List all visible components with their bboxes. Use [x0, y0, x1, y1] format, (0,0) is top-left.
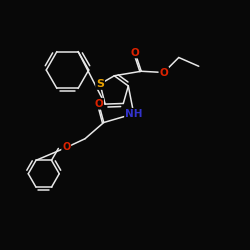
- Text: O: O: [94, 99, 103, 109]
- Text: O: O: [160, 68, 168, 78]
- Text: O: O: [130, 48, 140, 58]
- Text: S: S: [96, 79, 104, 89]
- Text: O: O: [62, 142, 70, 152]
- Text: NH: NH: [125, 109, 142, 119]
